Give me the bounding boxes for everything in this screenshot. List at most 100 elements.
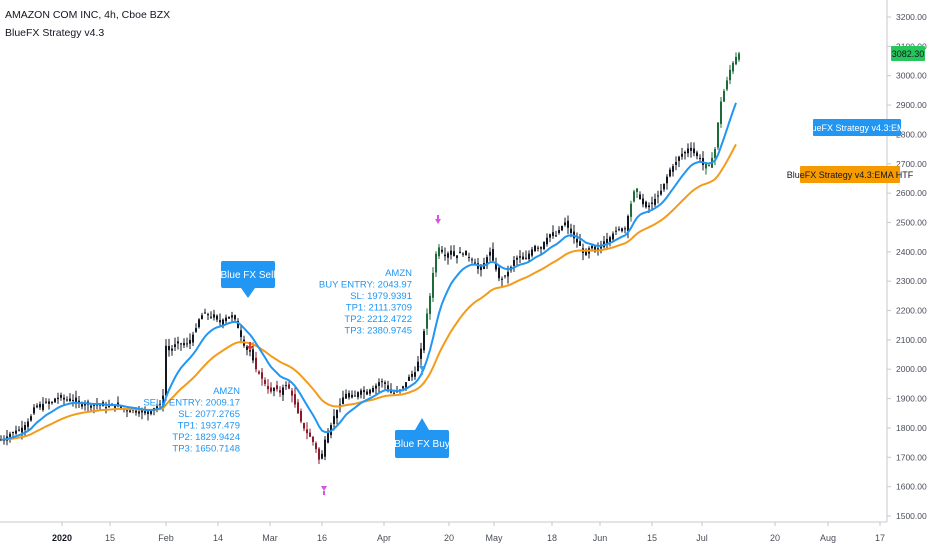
candle [258,370,260,375]
candle [645,200,647,209]
candle [375,383,377,395]
candle [528,250,530,262]
time-tick-label: 16 [317,533,327,543]
candle [63,394,65,406]
candle [30,414,32,422]
last-price-tag: 3082.30 [891,46,925,61]
candle [180,342,182,351]
candle [627,214,629,239]
candle [261,368,263,386]
candle [0,435,2,442]
candle [390,383,392,394]
candle [735,52,737,66]
candle [273,387,275,397]
candle [87,399,89,412]
candle [267,379,269,394]
price-tick-label: 2400.00 [896,247,927,257]
candle [465,250,467,256]
candle [72,394,74,407]
candle [624,226,626,234]
candle [729,64,731,85]
time-tick-label: Feb [158,533,174,543]
candle [54,397,56,403]
candle [147,410,149,421]
candle [177,336,179,350]
candle [504,275,506,279]
tp-marker-icon [321,486,327,495]
price-tick-label: 2000.00 [896,364,927,374]
candle [489,247,491,262]
candle [441,246,443,254]
candle [522,252,524,260]
time-axis[interactable]: 2020 15 Feb 14 Mar 16 Apr 20 May 18 Jun 15 Jul 20 Aug 1… [52,522,885,543]
candle [408,374,410,382]
candle [342,390,344,405]
candle [693,142,695,157]
time-tick-label: 20 [770,533,780,543]
candle [417,355,419,372]
ema-htf-series-label: BlueFX Strategy v4.3:EMA HTF [787,166,914,183]
candle [78,395,80,408]
candle [426,308,428,336]
candle [591,245,593,250]
info-line: SL: 2077.2765 [178,409,240,420]
candle [294,387,296,408]
candle [516,255,518,266]
candle [369,388,371,397]
candle [468,252,470,262]
candle [168,338,170,357]
candles [0,51,740,464]
candle [246,344,248,356]
candle [108,399,110,408]
candle [657,190,659,204]
candle [684,150,686,160]
candle [630,200,632,222]
candle [420,342,422,366]
candle [546,233,548,247]
candle [438,244,440,259]
candle [534,244,536,253]
candle [483,257,485,270]
candle [285,381,287,390]
last-price-value: 3082.30 [892,49,925,59]
candle [324,436,326,461]
candle [24,421,26,437]
candle [315,441,317,453]
price-tick-label: 1900.00 [896,394,927,404]
candle [282,384,284,401]
candle [486,254,488,269]
candle [636,187,638,199]
candle [450,245,452,260]
sell-bubble-label: Blue FX Sell [220,270,275,281]
candle [567,215,569,235]
candle [39,401,41,410]
candle [663,183,665,192]
candle [519,250,521,264]
candle [495,257,497,272]
candle [105,401,107,414]
strategy-name: BlueFX Strategy v4.3 [5,27,105,39]
candle [66,396,68,402]
candle [672,163,674,177]
candle [573,224,575,244]
candle [615,226,617,236]
candle [429,293,431,320]
candle [642,193,644,208]
candle [699,154,701,162]
candle [675,156,677,171]
tp-marker-icon [435,215,441,224]
ema-htf-series-name: BlueFX Strategy v4.3:EMA HTF [787,170,914,180]
candle [453,245,455,257]
info-line: TP1: 2111.3709 [346,303,412,314]
time-tick-label: Jul [696,533,708,543]
time-tick-label: Mar [262,533,278,543]
candle [525,250,527,260]
time-tick-label: 20 [444,533,454,543]
price-tick-label: 1500.00 [896,511,927,521]
candle [57,392,59,404]
price-axis[interactable]: 3200.003100.003000.002900.002800.002700.… [887,12,927,521]
candle [669,167,671,178]
candle [414,366,416,380]
